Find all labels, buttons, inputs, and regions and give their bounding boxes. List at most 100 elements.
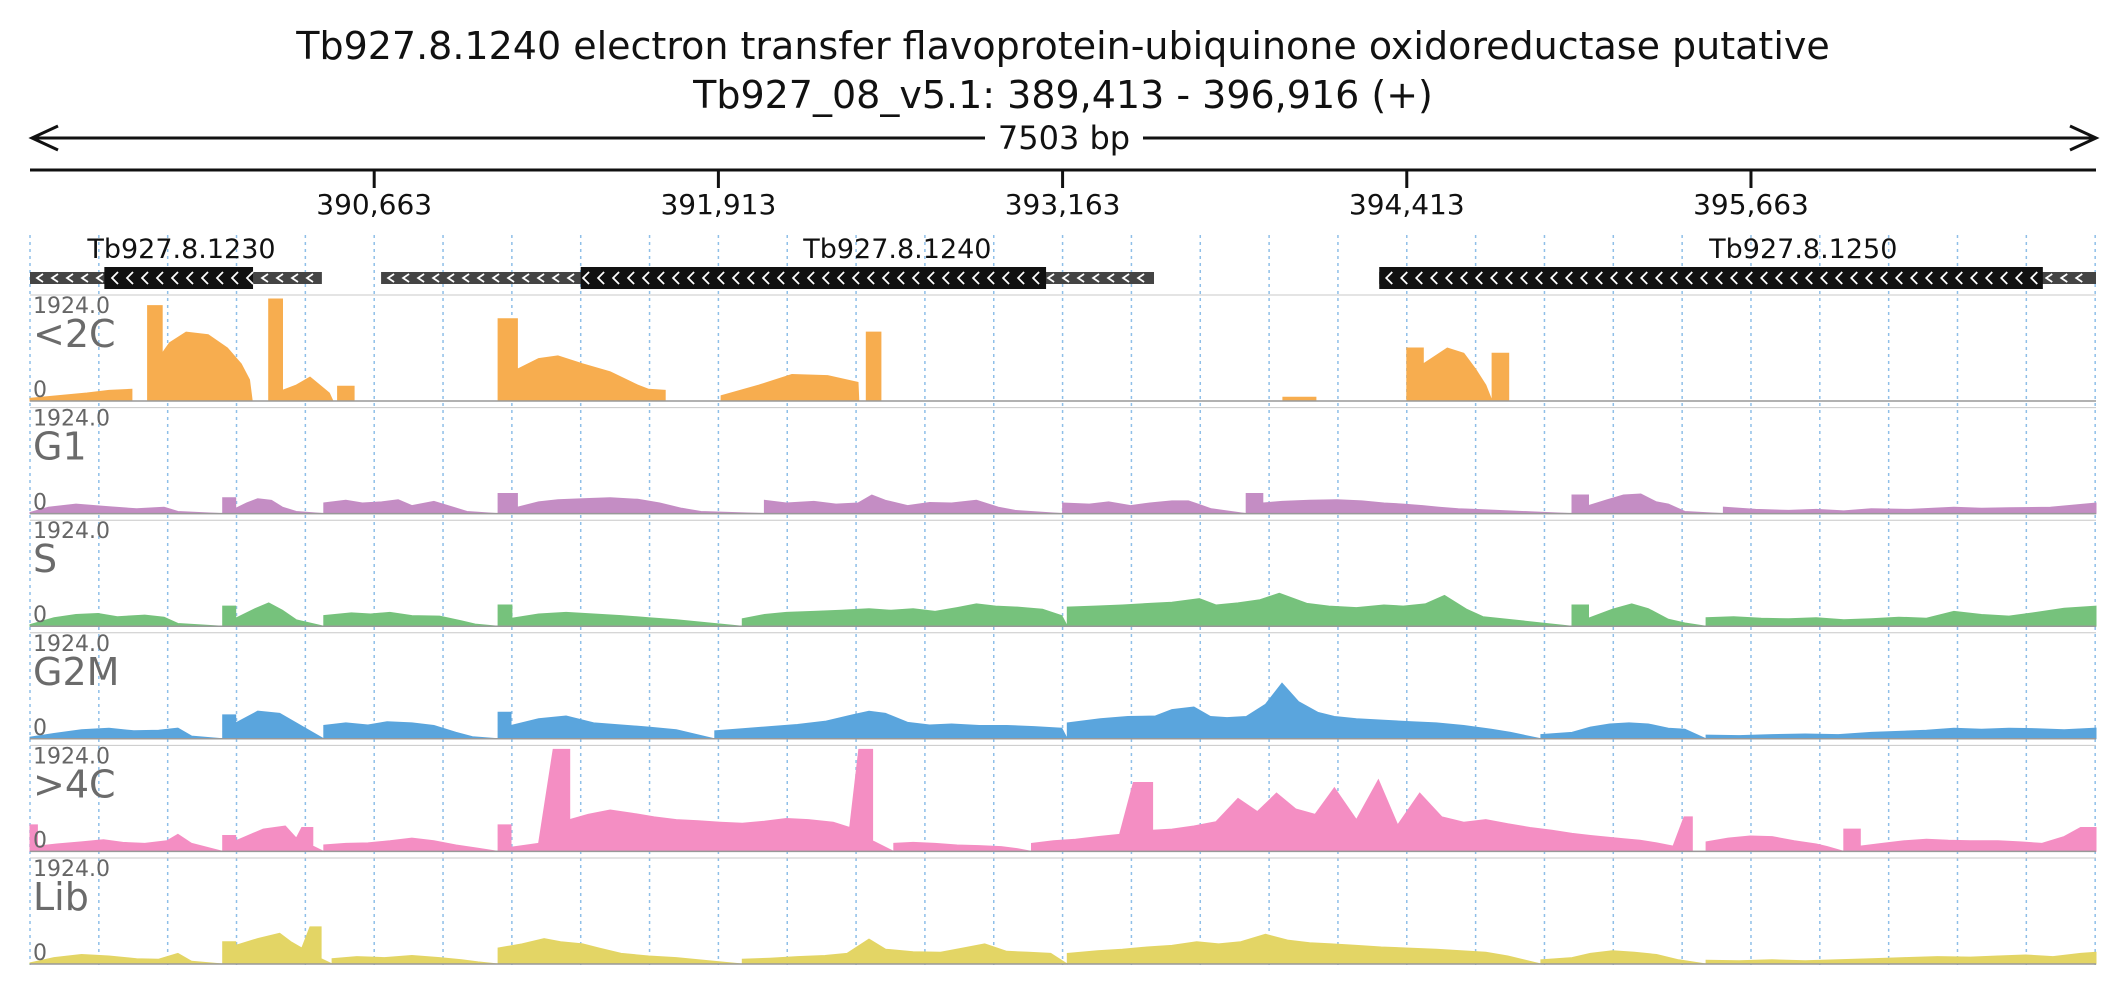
gene-Tb927.8.1250: Tb927.8.1250 <box>1379 234 2096 289</box>
strand-chevron <box>305 273 314 283</box>
gene-title: Tb927.8.1240 electron transfer flavoprot… <box>295 24 1830 68</box>
strand-chevron <box>881 271 890 285</box>
gene-label: Tb927.8.1230 <box>86 234 275 265</box>
strand-chevron <box>1414 271 1423 285</box>
strand-chevron <box>1121 273 1130 283</box>
strand-chevron <box>581 271 590 285</box>
strand-chevron <box>1654 271 1663 285</box>
strand-chevron <box>1444 271 1453 285</box>
y-min-label: 0 <box>33 491 47 516</box>
strand-chevron <box>941 271 950 285</box>
gene-label: Tb927.8.1240 <box>802 234 991 265</box>
track-G1: 1924.0 0 G1 <box>29 407 2097 516</box>
strand-chevron <box>155 271 164 285</box>
strand-chevron <box>821 271 830 285</box>
strand-chevron <box>1136 273 1145 283</box>
strand-chevron <box>746 271 755 285</box>
tick-label: 390,663 <box>316 188 432 221</box>
strand-chevron <box>1594 271 1603 285</box>
strand-chevron <box>1534 271 1543 285</box>
strand-chevron <box>626 271 635 285</box>
track-S: 1924.0 0 S <box>29 519 2097 628</box>
span-length-label: 7503 bp <box>998 119 1130 157</box>
span-ruler: 7503 bp <box>28 119 2100 157</box>
strand-chevron <box>1669 271 1678 285</box>
strand-chevron <box>566 273 575 283</box>
strand-chevron <box>245 271 254 285</box>
tick-label: 393,163 <box>1005 188 1121 221</box>
y-max-label: 1924.0 <box>33 857 110 882</box>
track-name-label: >4C <box>33 762 116 806</box>
strand-chevron <box>185 271 194 285</box>
strand-chevron <box>461 273 470 283</box>
strand-chevron <box>1061 273 1070 283</box>
track-name-label: Lib <box>33 875 89 919</box>
strand-chevron <box>1759 271 1768 285</box>
strand-chevron <box>1624 271 1633 285</box>
gene-track: Tb927.8.1230 Tb927.8.1240 Tb927.8.1250 <box>30 234 2096 289</box>
strand-chevron <box>275 273 284 283</box>
gene-Tb927.8.1240: Tb927.8.1240 <box>381 234 1155 289</box>
track->4C: 1924.0 0 >4C <box>29 744 2097 853</box>
strand-chevron <box>1001 271 1010 285</box>
strand-chevron <box>1564 271 1573 285</box>
tick-label: 391,913 <box>660 188 776 221</box>
strand-chevron <box>1954 271 1963 285</box>
strand-chevron <box>986 271 995 285</box>
y-min-label: 0 <box>33 941 47 966</box>
strand-chevron <box>1429 271 1438 285</box>
strand-chevron <box>1864 271 1873 285</box>
span-arrow-right <box>2069 124 2100 152</box>
strand-chevron <box>971 271 980 285</box>
strand-chevron <box>476 273 485 283</box>
strand-chevron <box>701 271 710 285</box>
tick-label: 395,663 <box>1693 188 1809 221</box>
strand-chevron <box>95 273 104 283</box>
tick-label: 394,413 <box>1349 188 1465 221</box>
strand-chevron <box>836 271 845 285</box>
strand-chevron <box>1969 271 1978 285</box>
strand-chevron <box>2014 271 2023 285</box>
strand-chevron <box>656 271 665 285</box>
strand-chevron <box>2059 273 2068 283</box>
strand-chevron <box>1474 271 1483 285</box>
strand-chevron <box>1091 273 1100 283</box>
strand-chevron <box>1639 271 1648 285</box>
strand-chevron <box>1579 271 1588 285</box>
strand-chevron <box>1016 271 1025 285</box>
strand-chevron <box>416 273 425 283</box>
strand-chevron <box>290 273 299 283</box>
strand-chevron <box>260 273 269 283</box>
gene-Tb927.8.1230: Tb927.8.1230 <box>30 234 322 289</box>
strand-chevron <box>1939 271 1948 285</box>
strand-chevron <box>140 271 149 285</box>
strand-chevron <box>65 273 74 283</box>
y-min-label: 0 <box>33 828 47 853</box>
strand-chevron <box>1924 271 1933 285</box>
strand-chevron <box>671 271 680 285</box>
strand-chevron <box>1504 271 1513 285</box>
strand-chevron <box>2074 273 2083 283</box>
y-max-label: 1924.0 <box>33 407 110 432</box>
strand-chevron <box>1384 271 1393 285</box>
strand-chevron <box>170 271 179 285</box>
strand-chevron <box>1459 271 1468 285</box>
strand-chevron <box>1804 271 1813 285</box>
gene-cds <box>104 267 254 289</box>
strand-chevron <box>1789 271 1798 285</box>
y-min-label: 0 <box>33 716 47 741</box>
strand-chevron <box>776 271 785 285</box>
track-Lib: 1924.0 0 Lib <box>29 857 2097 966</box>
strand-chevron <box>230 271 239 285</box>
strand-chevron <box>551 273 560 283</box>
strand-chevron <box>641 271 650 285</box>
strand-chevron <box>791 271 800 285</box>
strand-chevron <box>1549 271 1558 285</box>
coverage-tracks: 1924.00<2C1924.00G11924.00S1924.00G2M192… <box>29 294 2097 966</box>
strand-chevron <box>896 271 905 285</box>
coverage-area <box>29 298 1510 402</box>
gene-cds <box>1379 267 2043 289</box>
strand-chevron <box>1849 271 1858 285</box>
